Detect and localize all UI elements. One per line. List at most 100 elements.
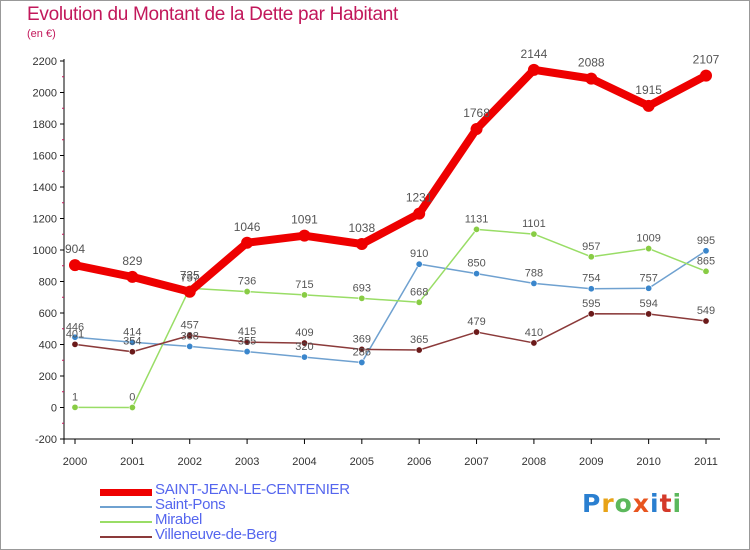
data-point-saint-jean-le-centenier bbox=[700, 69, 712, 82]
y-tick-label: 2000 bbox=[33, 88, 57, 100]
data-point-saint-jean-le-centenier bbox=[298, 229, 311, 242]
data-point-mirabel bbox=[243, 288, 251, 296]
data-label-mirabel: 757 bbox=[181, 272, 199, 284]
x-tick-label: 2008 bbox=[522, 456, 546, 468]
data-point-mirabel bbox=[128, 403, 136, 411]
data-label-villeneuve-de-berg: 457 bbox=[181, 320, 199, 332]
data-label-saint-jean-le-centenier: 829 bbox=[122, 254, 142, 268]
data-label-mirabel: 1009 bbox=[636, 233, 660, 245]
data-label-mirabel: 736 bbox=[238, 276, 256, 288]
data-point-villeneuve-de-berg bbox=[71, 340, 79, 348]
data-point-villeneuve-de-berg bbox=[186, 332, 194, 340]
data-label-villeneuve-de-berg: 369 bbox=[353, 333, 371, 345]
data-label-saint-pons: 355 bbox=[238, 336, 256, 348]
data-label-villeneuve-de-berg: 365 bbox=[410, 334, 428, 346]
legend-label: SAINT-JEAN-LE-CENTENIER bbox=[155, 481, 350, 498]
data-label-saint-pons: 320 bbox=[295, 341, 313, 353]
data-point-mirabel bbox=[300, 291, 308, 299]
data-label-saint-jean-le-centenier: 2107 bbox=[693, 53, 720, 67]
data-label-villeneuve-de-berg: 409 bbox=[295, 327, 313, 339]
data-label-villeneuve-de-berg: 549 bbox=[697, 305, 715, 317]
data-label-villeneuve-de-berg: 401 bbox=[66, 328, 84, 340]
x-tick-label: 2007 bbox=[464, 456, 488, 468]
data-label-saint-jean-le-centenier: 1038 bbox=[348, 221, 375, 235]
data-label-saint-pons: 388 bbox=[181, 330, 199, 342]
data-point-saint-jean-le-centenier bbox=[413, 207, 426, 220]
data-point-villeneuve-de-berg bbox=[645, 310, 653, 318]
series-line-villeneuve-de-berg bbox=[74, 313, 707, 353]
data-label-mirabel: 957 bbox=[582, 241, 600, 253]
x-tick-label: 2006 bbox=[407, 456, 431, 468]
proxiti-logo: Proxiti bbox=[582, 489, 682, 518]
data-point-saint-pons bbox=[530, 279, 538, 287]
data-point-saint-jean-le-centenier bbox=[69, 259, 81, 272]
logo-letter: r bbox=[601, 489, 615, 518]
data-point-saint-pons bbox=[702, 247, 710, 255]
data-label-villeneuve-de-berg: 594 bbox=[639, 298, 657, 310]
y-tick-label: 1800 bbox=[33, 119, 57, 131]
data-point-mirabel bbox=[645, 245, 653, 253]
logo-letter: x bbox=[632, 489, 650, 518]
data-point-saint-pons bbox=[415, 260, 423, 268]
y-tick-label: 1600 bbox=[33, 151, 57, 163]
data-label-saint-pons: 850 bbox=[467, 258, 485, 270]
data-point-saint-jean-le-centenier bbox=[585, 72, 598, 85]
data-point-mirabel bbox=[587, 253, 595, 261]
data-point-saint-pons bbox=[128, 338, 136, 346]
data-label-saint-jean-le-centenier: 904 bbox=[65, 242, 85, 256]
y-tick-label: -200 bbox=[35, 434, 57, 446]
data-label-saint-jean-le-centenier: 1046 bbox=[234, 220, 261, 234]
data-label-mirabel: 1131 bbox=[465, 213, 489, 225]
series-line-saint-jean-le-centenier bbox=[71, 65, 710, 296]
y-tick-label: 1400 bbox=[33, 182, 57, 194]
data-label-saint-pons: 286 bbox=[353, 346, 371, 358]
chart-title: Evolution du Montant de la Dette par Hab… bbox=[27, 4, 398, 25]
x-tick-label: 2001 bbox=[120, 456, 144, 468]
data-label-mirabel: 865 bbox=[697, 255, 715, 267]
data-label-saint-pons: 754 bbox=[582, 273, 600, 285]
y-tick-label: 0 bbox=[51, 403, 57, 415]
legend-label: Mirabel bbox=[155, 511, 203, 528]
data-point-saint-jean-le-centenier bbox=[470, 123, 483, 136]
logo-letter: o bbox=[614, 489, 633, 518]
y-tick-label: 800 bbox=[39, 277, 57, 289]
x-tick-label: 2009 bbox=[579, 456, 603, 468]
data-point-villeneuve-de-berg bbox=[702, 317, 710, 325]
data-point-villeneuve-de-berg bbox=[128, 348, 136, 356]
data-point-saint-jean-le-centenier bbox=[355, 238, 368, 251]
chart-subtitle: (en €) bbox=[27, 28, 56, 40]
data-label-mirabel: 693 bbox=[353, 282, 371, 294]
data-label-mirabel: 668 bbox=[410, 286, 428, 298]
data-point-saint-jean-le-centenier bbox=[241, 236, 254, 249]
y-tick-label: 2200 bbox=[33, 56, 57, 68]
data-label-villeneuve-de-berg: 479 bbox=[467, 316, 485, 328]
y-tick-label: 1200 bbox=[33, 214, 57, 226]
data-point-saint-jean-le-centenier bbox=[126, 270, 139, 283]
data-point-mirabel bbox=[473, 225, 481, 233]
logo-letter: i bbox=[650, 489, 660, 518]
data-label-saint-jean-le-centenier: 1915 bbox=[635, 83, 662, 97]
data-label-saint-jean-le-centenier: 1768 bbox=[463, 106, 490, 120]
data-label-saint-pons: 757 bbox=[639, 272, 657, 284]
legend-swatch bbox=[100, 488, 152, 496]
data-point-mirabel bbox=[530, 230, 538, 238]
legend-swatch bbox=[100, 521, 152, 523]
data-point-saint-pons bbox=[71, 333, 79, 341]
data-label-saint-jean-le-centenier: 2144 bbox=[521, 47, 548, 61]
x-tick-label: 2003 bbox=[235, 456, 259, 468]
data-label-mirabel: 1101 bbox=[522, 218, 546, 230]
data-point-mirabel bbox=[415, 298, 423, 306]
data-point-saint-pons bbox=[243, 348, 251, 356]
y-tick-label: 200 bbox=[39, 371, 57, 383]
data-label-mirabel: 1 bbox=[72, 391, 78, 403]
x-tick-label: 2005 bbox=[350, 456, 374, 468]
data-point-mirabel bbox=[358, 294, 366, 302]
data-point-villeneuve-de-berg bbox=[415, 346, 423, 354]
data-point-saint-pons bbox=[358, 358, 366, 366]
data-point-villeneuve-de-berg bbox=[300, 339, 308, 347]
data-point-saint-jean-le-centenier bbox=[183, 285, 196, 298]
data-point-villeneuve-de-berg bbox=[530, 339, 538, 347]
series-line-mirabel bbox=[74, 228, 707, 409]
data-point-mirabel bbox=[71, 403, 79, 411]
